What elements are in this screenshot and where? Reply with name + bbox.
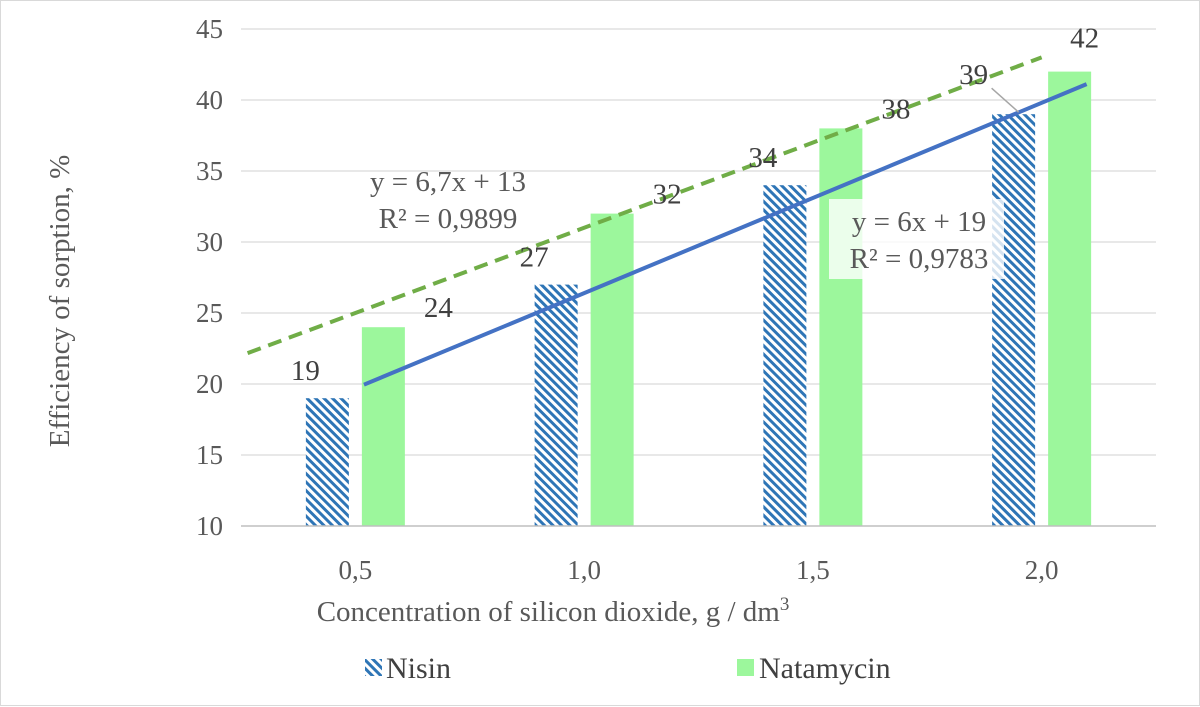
- nisin-trend-equation: y = 6x + 19: [852, 206, 986, 238]
- y-tick-label: 30: [196, 227, 223, 257]
- y-tick-label: 20: [196, 369, 223, 399]
- data-label-natamycin: 38: [881, 93, 910, 125]
- bars: [305, 71, 1092, 526]
- bar-nisin-1: [534, 284, 578, 526]
- bar-natamycin-0: [361, 327, 405, 526]
- y-axis-ticks: 10 15 20 25 30 35 40 45: [196, 14, 223, 541]
- y-tick-label: 35: [196, 156, 223, 186]
- data-label-nisin: 34: [748, 142, 778, 174]
- natamycin-trend-equation: y = 6,7x + 13: [370, 166, 526, 198]
- x-tick-label: 1,0: [567, 555, 601, 585]
- nisin-trend-equation-bg: [829, 199, 1004, 279]
- data-label-natamycin: 24: [424, 292, 454, 324]
- legend-label-natamycin: Natamycin: [759, 652, 891, 685]
- data-label-natamycin: 32: [653, 179, 682, 211]
- x-axis-ticks: 0,5 1,0 1,5 2,0: [339, 555, 1059, 585]
- bar-natamycin-2: [819, 128, 863, 526]
- data-label-leader: [991, 87, 1020, 113]
- y-tick-label: 15: [196, 440, 223, 470]
- data-label-nisin: 19: [291, 355, 320, 387]
- trendline-nisin: [363, 82, 1088, 387]
- x-tick-label: 1,5: [796, 555, 830, 585]
- bar-natamycin-3: [1048, 71, 1092, 526]
- data-label-natamycin: 42: [1070, 23, 1099, 55]
- x-axis-title-text: Concentration of silicon dioxide, g / dm: [317, 596, 781, 628]
- natamycin-trend-r2: R² = 0,9899: [379, 203, 518, 235]
- x-tick-label: 0,5: [339, 555, 373, 585]
- legend-swatch-nisin: [365, 659, 382, 676]
- nisin-trend-r2: R² = 0,9783: [850, 243, 989, 275]
- y-tick-label: 10: [196, 511, 223, 541]
- data-label-nisin: 39: [959, 59, 988, 91]
- x-tick-label: 2,0: [1025, 555, 1059, 585]
- legend-label-nisin: Nisin: [386, 652, 451, 685]
- bar-nisin-3: [992, 114, 1036, 526]
- y-axis-title: Efficiency of sorption, %: [44, 155, 76, 448]
- bar-nisin-0: [305, 398, 349, 526]
- bar-nisin-2: [763, 185, 807, 526]
- x-axis-title: Concentration of silicon dioxide, g / dm…: [317, 594, 790, 628]
- data-label-nisin: 27: [520, 242, 549, 274]
- bar-natamycin-1: [590, 213, 634, 526]
- data-labels: 19 27 34 39 24 32 38 42: [291, 23, 1099, 388]
- y-tick-label: 40: [196, 85, 223, 115]
- y-tick-label: 45: [196, 14, 223, 44]
- legend: Nisin Natamycin: [365, 652, 891, 685]
- legend-swatch-natamycin: [737, 659, 754, 676]
- x-axis-title-superscript: 3: [780, 594, 790, 615]
- trendlines: [246, 55, 1088, 387]
- y-tick-label: 25: [196, 298, 223, 328]
- trendline-natamycin: [246, 55, 1043, 356]
